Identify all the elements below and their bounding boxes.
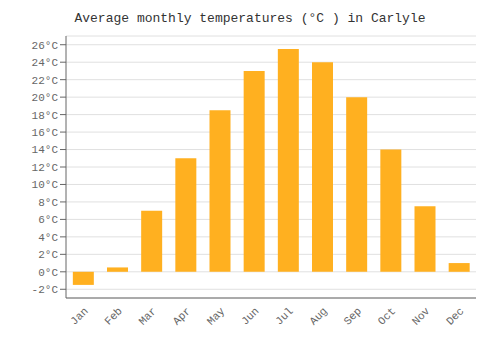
- svg-text:12°C: 12°C: [32, 162, 59, 174]
- svg-text:Dec: Dec: [444, 305, 466, 327]
- svg-text:4°C: 4°C: [38, 232, 58, 244]
- svg-text:8°C: 8°C: [38, 197, 58, 209]
- svg-text:Jun: Jun: [239, 305, 261, 327]
- svg-text:18°C: 18°C: [32, 110, 59, 122]
- svg-text:20°C: 20°C: [32, 92, 59, 104]
- html-text:Average monthly temperatures (: Average monthly temperatures (°C ) in Ca…: [74, 11, 426, 26]
- svg-text:Nov: Nov: [410, 305, 433, 328]
- svg-text:Aug: Aug: [307, 305, 329, 327]
- svg-text:Sep: Sep: [342, 305, 364, 327]
- svg-text:26°C: 26°C: [32, 40, 59, 52]
- svg-text:Oct: Oct: [376, 305, 398, 327]
- svg-text:-2°C: -2°C: [32, 284, 59, 296]
- svg-text:Feb: Feb: [102, 305, 124, 327]
- svg-text:Jan: Jan: [68, 305, 90, 327]
- svg-text:6°C: 6°C: [38, 214, 58, 226]
- svg-text:May: May: [205, 305, 228, 328]
- svg-text:22°C: 22°C: [32, 75, 59, 87]
- svg-text:Apr: Apr: [171, 305, 193, 327]
- svg-text:16°C: 16°C: [32, 127, 59, 139]
- svg-text:Jul: Jul: [273, 305, 295, 327]
- svg-text:14°C: 14°C: [32, 144, 59, 156]
- svg-text:2°C: 2°C: [38, 249, 58, 261]
- svg-text:0°C: 0°C: [38, 267, 58, 279]
- svg-text:10°C: 10°C: [32, 179, 59, 191]
- svg-text:24°C: 24°C: [32, 57, 59, 69]
- svg-text:Mar: Mar: [137, 305, 159, 327]
